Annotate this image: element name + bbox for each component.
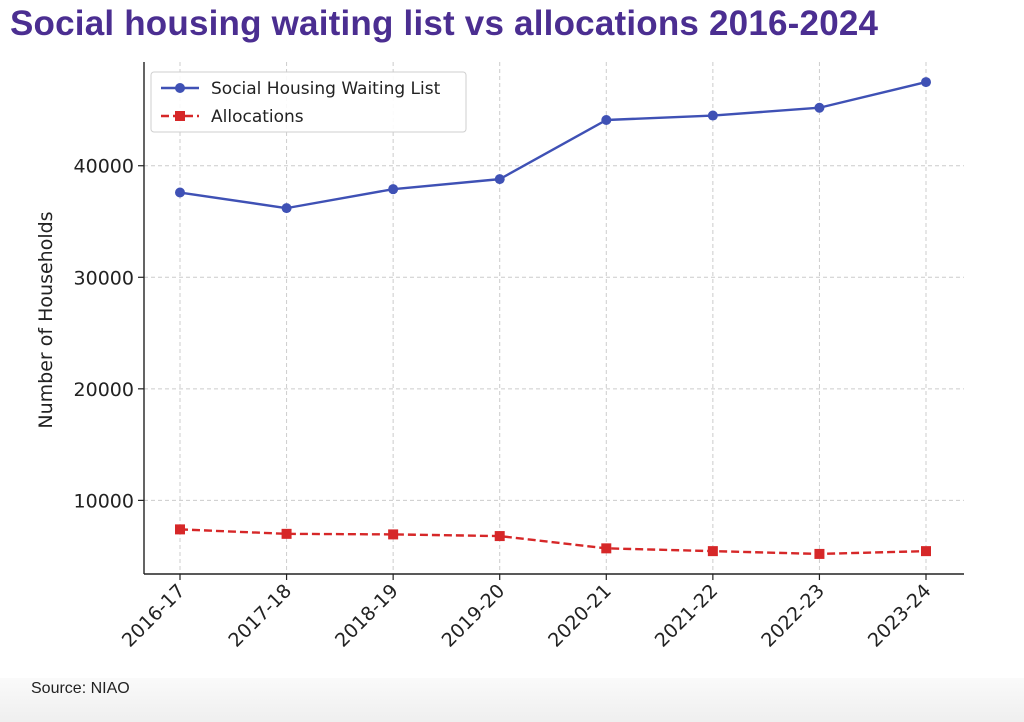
series-layer xyxy=(175,77,931,559)
x-tick-label: 2022-23 xyxy=(757,580,829,652)
series-line-0 xyxy=(179,80,927,210)
data-point xyxy=(921,546,931,557)
y-axis-label: Number of Households xyxy=(35,211,57,428)
legend-marker xyxy=(175,83,185,93)
data-point xyxy=(707,110,718,121)
data-point xyxy=(707,546,718,557)
x-tick-label: 2019-20 xyxy=(438,580,510,652)
data-point xyxy=(175,187,185,198)
series-line-1 xyxy=(179,528,927,556)
data-point xyxy=(388,184,399,195)
y-tick-label: 20000 xyxy=(74,379,134,401)
footer-band xyxy=(0,678,1024,722)
legend-label: Allocations xyxy=(211,107,304,127)
legend-label: Social Housing Waiting List xyxy=(211,79,441,99)
grid-layer xyxy=(144,62,964,574)
axes-layer: 10000 20000 30000 40000 2016-17 2017-18 2018-1… xyxy=(74,62,964,652)
source-note: Source: NIAO xyxy=(31,680,130,697)
legend-marker xyxy=(175,111,185,121)
data-point xyxy=(814,548,825,559)
data-point xyxy=(281,528,292,539)
data-point xyxy=(494,531,505,542)
data-point xyxy=(921,77,931,88)
x-tick-label: 2020-21 xyxy=(544,580,616,652)
data-point xyxy=(281,203,292,214)
x-tick-label: 2021-22 xyxy=(651,580,723,652)
y-tick-label: 10000 xyxy=(74,490,134,512)
line-chart: 10000 20000 30000 40000 2016-17 2017-18 2018-1… xyxy=(35,62,964,652)
chart-title: Social housing waiting list vs allocatio… xyxy=(10,4,879,43)
x-tick-label: 2016-17 xyxy=(118,580,190,652)
data-point xyxy=(601,543,612,554)
data-point xyxy=(175,524,185,535)
legend: Social Housing Waiting List Allocations xyxy=(150,71,467,133)
x-tick-label: 2023-24 xyxy=(864,580,936,652)
x-tick-label: 2017-18 xyxy=(224,580,296,652)
data-point xyxy=(601,115,612,126)
x-tick-label: 2018-19 xyxy=(331,580,403,652)
data-point xyxy=(814,102,825,113)
y-tick-label: 30000 xyxy=(74,267,134,289)
data-point xyxy=(494,174,505,185)
y-tick-label: 40000 xyxy=(74,156,134,178)
legend-box xyxy=(150,71,467,133)
data-point xyxy=(388,529,399,540)
